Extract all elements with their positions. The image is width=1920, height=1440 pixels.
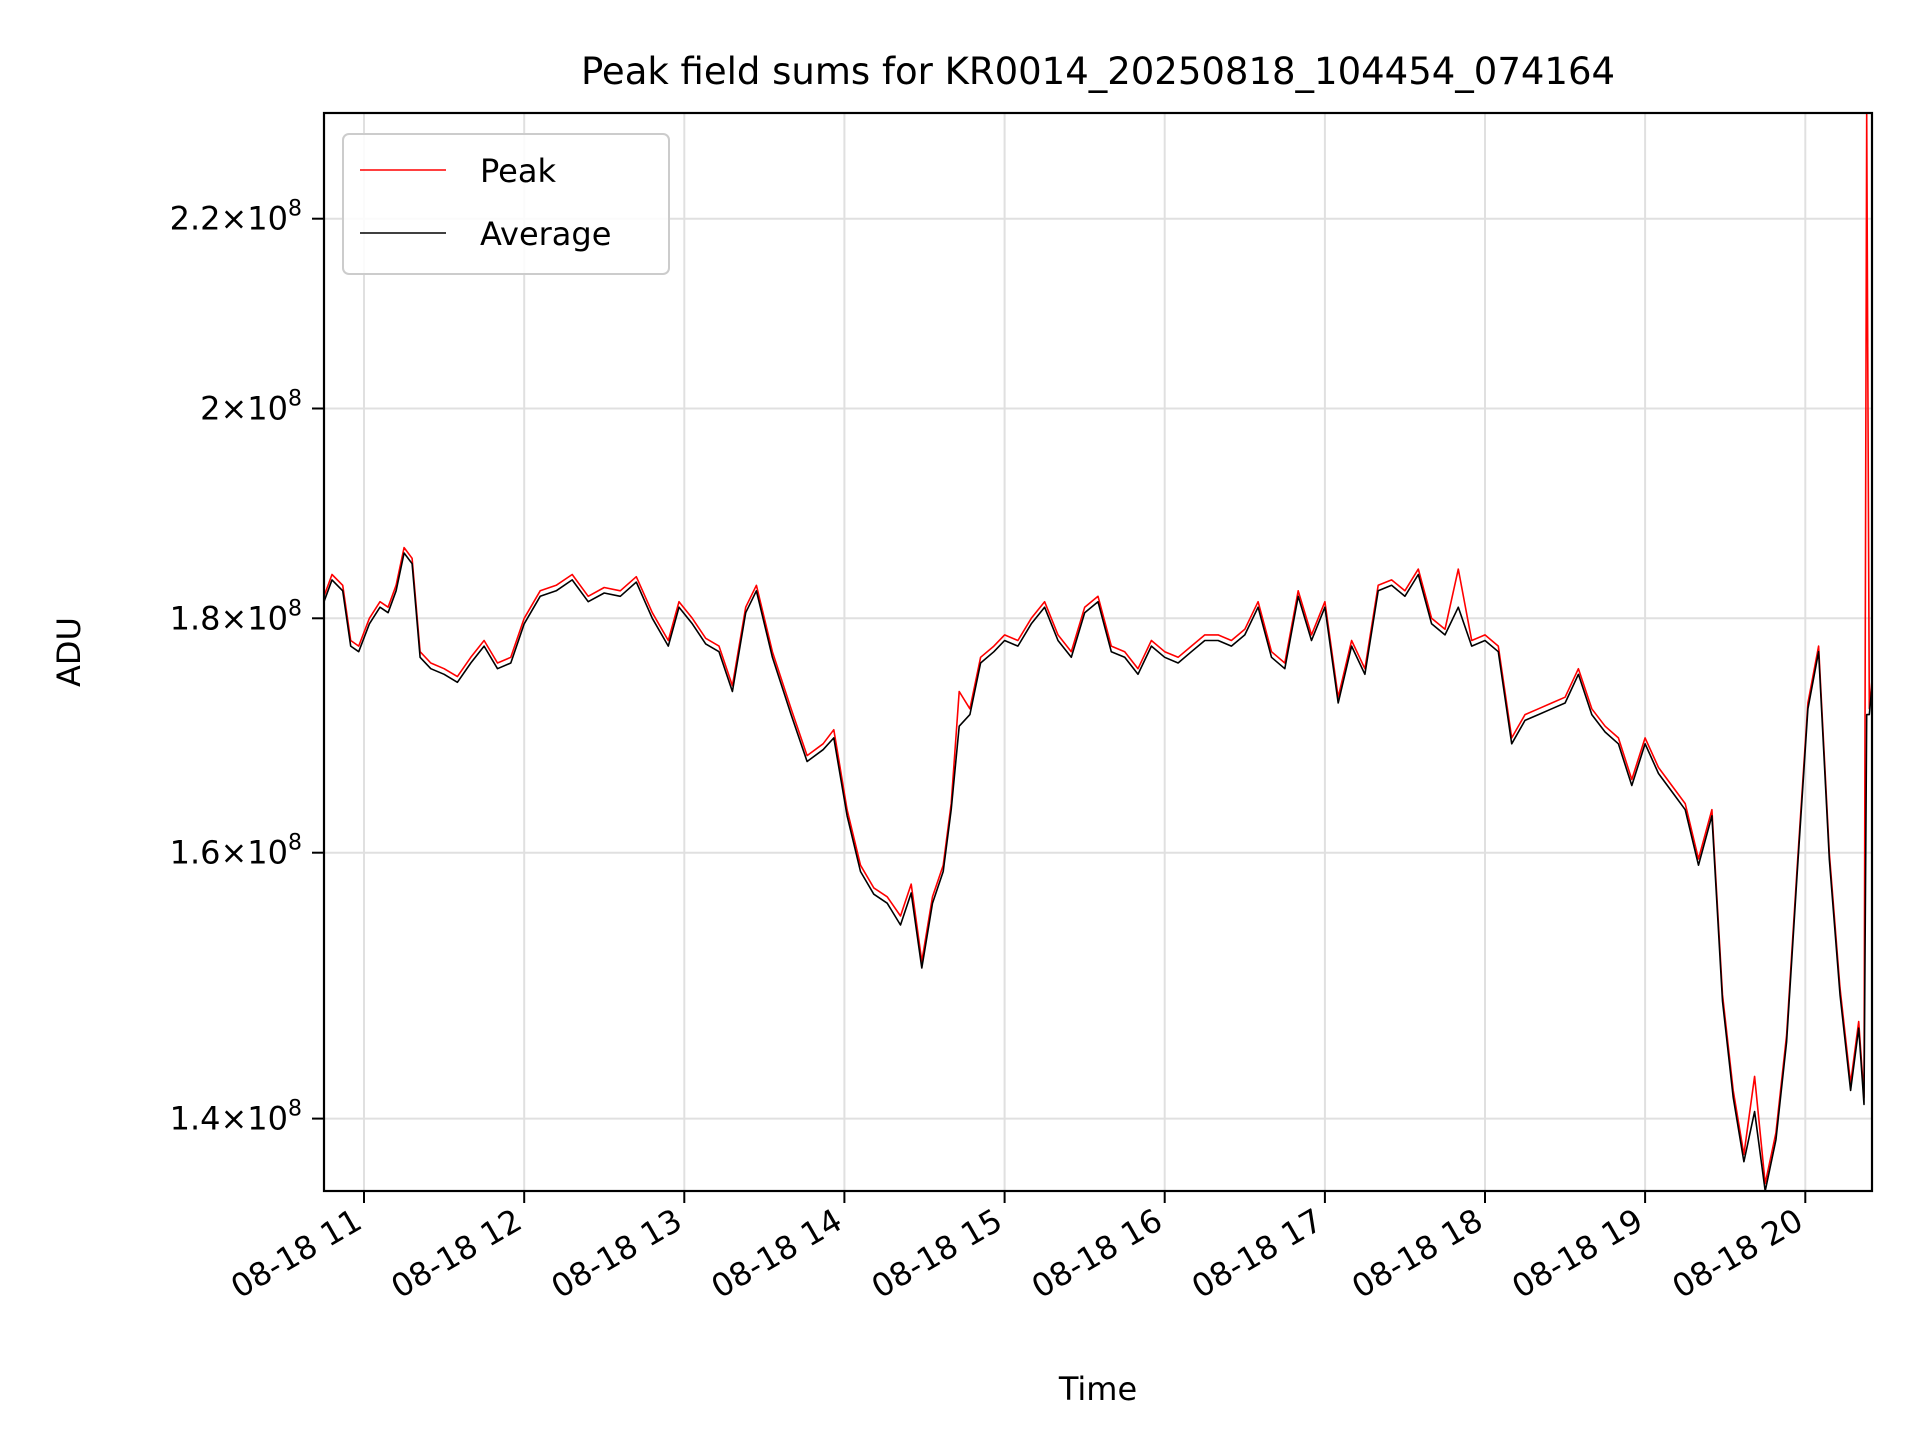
legend-peak-label: Peak bbox=[480, 152, 556, 190]
grid bbox=[324, 113, 1872, 1191]
y-tick-label: 1.6×108 bbox=[170, 831, 302, 872]
legend-average-label: Average bbox=[480, 215, 611, 253]
y-axis-label: ADU bbox=[50, 617, 88, 687]
y-tick-label: 2.2×108 bbox=[170, 197, 302, 238]
chart-title: Peak field sums for KR0014_20250818_1044… bbox=[581, 50, 1615, 93]
series-line-average bbox=[324, 552, 1872, 1191]
series-line-peak bbox=[324, 113, 1872, 1185]
legend-box bbox=[342, 133, 670, 275]
y-axis: 1.4×108 1.6×108 1.8×108 2×108 2.2×108 bbox=[170, 197, 324, 1138]
y-tick-label: 1.4×108 bbox=[170, 1097, 302, 1138]
legend: Peak Average bbox=[342, 133, 670, 275]
plot-area-frame bbox=[322, 111, 1874, 1193]
series-lines bbox=[324, 113, 1872, 1191]
y-tick-label: 2×108 bbox=[200, 387, 302, 428]
y-tick-label: 1.8×108 bbox=[170, 596, 302, 637]
x-axis-label: Time bbox=[1058, 1370, 1137, 1408]
